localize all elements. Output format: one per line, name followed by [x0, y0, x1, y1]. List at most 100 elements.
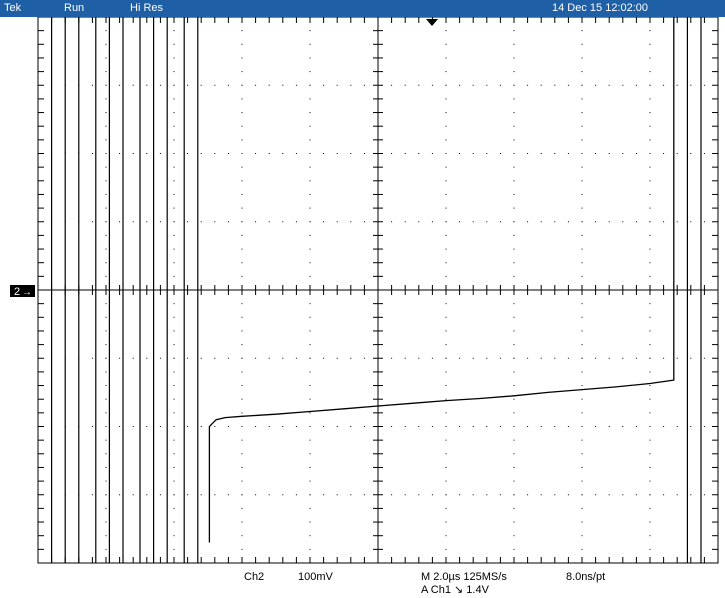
- grid-dot: [527, 153, 529, 154]
- grid-dot: [595, 221, 597, 223]
- grid-dot: [159, 494, 161, 496]
- grid-dot: [513, 84, 515, 86]
- grid-dot: [105, 71, 107, 73]
- grid-dot: [173, 207, 175, 209]
- grid-dot: [227, 221, 229, 223]
- grid-dot: [404, 426, 406, 427]
- grid-dot: [187, 84, 189, 86]
- grid-dot: [459, 221, 461, 223]
- grid-dot: [350, 494, 352, 496]
- grid-dot: [567, 357, 569, 359]
- grid-dot: [581, 125, 583, 127]
- grid-dot: [486, 494, 488, 496]
- grid-dot: [445, 30, 447, 32]
- grid-dot: [91, 84, 93, 86]
- acquisition-mode[interactable]: Hi Res: [130, 2, 164, 14]
- grid-dot: [105, 248, 107, 250]
- grid-dot: [309, 521, 311, 523]
- channel-readout: Ch2: [244, 571, 265, 583]
- grid-dot: [282, 84, 284, 86]
- grid-dot: [676, 494, 678, 496]
- grid-dot: [404, 494, 406, 496]
- grid-dot: [227, 84, 229, 86]
- grid-dot: [159, 84, 161, 86]
- grid-dot: [581, 453, 583, 455]
- grid-dot: [581, 548, 583, 550]
- grid-dot: [173, 98, 175, 100]
- acquisition-state[interactable]: Run: [64, 2, 85, 14]
- grid-dot: [91, 357, 93, 359]
- grid-dot: [513, 548, 515, 550]
- triangle-down-icon[interactable]: [426, 19, 438, 26]
- grid-dot: [527, 426, 529, 427]
- grid-dot: [105, 426, 107, 427]
- volts-per-div-readout: 100mV: [298, 571, 333, 583]
- grid-dot: [119, 221, 121, 223]
- grid-dot: [581, 84, 583, 86]
- grid-dot: [676, 221, 678, 223]
- grid-dot: [472, 494, 474, 496]
- grid-dot: [309, 43, 311, 45]
- grid-dot: [323, 426, 325, 427]
- grid-dot: [595, 426, 597, 427]
- grid-dot: [268, 357, 270, 359]
- grid-dot: [404, 84, 406, 86]
- grid-dot: [391, 426, 393, 427]
- grid-dot: [581, 139, 583, 141]
- grid-dot: [649, 330, 651, 332]
- grid-dot: [105, 234, 107, 236]
- grid-dot: [336, 153, 338, 154]
- grid-dot: [173, 385, 175, 387]
- grid-dot: [459, 153, 461, 154]
- grid-dot: [295, 357, 297, 359]
- grid-dot: [173, 371, 175, 373]
- grid-dot: [363, 426, 365, 427]
- grid-dot: [513, 385, 515, 387]
- grid-dot: [119, 84, 121, 86]
- grid-dot: [445, 180, 447, 182]
- grid-dot: [309, 480, 311, 482]
- grid-dot: [649, 385, 651, 387]
- grid-dot: [445, 466, 447, 468]
- grid-dot: [690, 153, 692, 154]
- grid-dot: [567, 84, 569, 86]
- grid-dot: [105, 125, 107, 127]
- grid-dot: [445, 426, 447, 427]
- grid-dot: [159, 221, 161, 223]
- channel-2-marker[interactable]: 2 →: [10, 285, 35, 298]
- grid-dot: [309, 426, 311, 427]
- grid-dot: [418, 84, 420, 86]
- grid-dot: [214, 84, 216, 86]
- grid-dot: [241, 412, 243, 414]
- grid-dot: [309, 125, 311, 127]
- grid-dot: [581, 426, 583, 427]
- grid-dot: [309, 439, 311, 441]
- grid-dot: [363, 221, 365, 223]
- grid-dot: [649, 125, 651, 127]
- grid-dot: [309, 303, 311, 305]
- grid-dot: [309, 494, 311, 496]
- grid-dot: [309, 344, 311, 346]
- grid-dot: [649, 84, 651, 86]
- grid-dot: [391, 221, 393, 223]
- grid-dot: [499, 84, 501, 86]
- grid-dot: [513, 153, 515, 154]
- grid-dot: [676, 84, 678, 86]
- grid-dot: [309, 398, 311, 400]
- grid-dot: [649, 357, 651, 359]
- grid-dot: [255, 357, 257, 359]
- grid-dot: [391, 357, 393, 359]
- grid-dot: [187, 426, 189, 427]
- grid-dot: [241, 139, 243, 141]
- grid-dot: [581, 207, 583, 209]
- grid-dot: [431, 426, 433, 427]
- grid-dot: [159, 357, 161, 359]
- grid-dot: [241, 193, 243, 195]
- grid-dot: [459, 494, 461, 496]
- grid-dot: [241, 494, 243, 496]
- grid-dot: [241, 303, 243, 305]
- grid-dot: [105, 153, 107, 154]
- grid-dot: [445, 139, 447, 141]
- grid-dot: [173, 453, 175, 455]
- grid-dot: [255, 84, 257, 86]
